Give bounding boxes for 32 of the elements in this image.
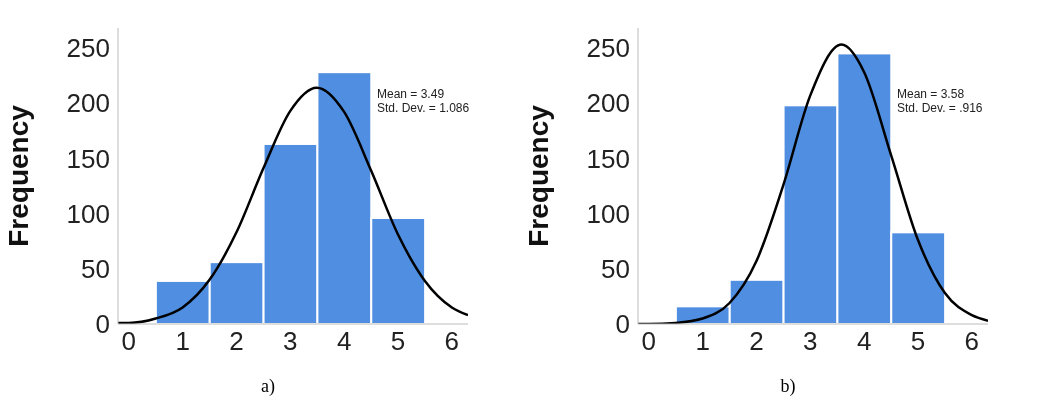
x-tick-label: 5 <box>390 326 406 357</box>
y-tick-label: 50 <box>601 254 630 285</box>
x-tick-label: 0 <box>121 326 136 357</box>
text: b) <box>779 376 797 397</box>
annotation: Mean = 3.58 <box>897 87 966 102</box>
annotation: Std. Dev. = .916 <box>897 101 983 116</box>
x-tick-label: 4 <box>336 326 352 357</box>
x-tick-label: 3 <box>283 326 298 357</box>
y-axis-title: Frequency <box>2 104 34 247</box>
y-axis-title: Frequency <box>522 104 554 247</box>
x-tick-label: 5 <box>910 326 926 357</box>
y-tick-label: 150 <box>586 143 630 174</box>
y-tick-label: 250 <box>586 33 630 64</box>
y-tick-label: 100 <box>66 198 110 229</box>
x-tick-label: 2 <box>229 326 244 357</box>
annotation: Mean = 3.49 <box>377 87 446 102</box>
y-tick-label: 250 <box>66 33 110 64</box>
x-tick-label: 3 <box>803 326 818 357</box>
y-tick-label: 50 <box>81 254 110 285</box>
x-tick-label: 6 <box>964 326 980 357</box>
x-tick-label: 6 <box>444 326 460 357</box>
x-tick-label: 4 <box>856 326 872 357</box>
x-tick-label: 2 <box>749 326 764 357</box>
text: a) <box>260 376 276 397</box>
y-tick-label: 200 <box>586 88 630 119</box>
x-tick-label: 1 <box>175 326 190 357</box>
y-tick-label: 150 <box>66 143 110 174</box>
x-tick-label: 0 <box>641 326 656 357</box>
x-tick-label: 1 <box>695 326 710 357</box>
annotation: Std. Dev. = 1.086 <box>377 101 470 116</box>
y-tick-label: 100 <box>586 198 630 229</box>
y-tick-label: 200 <box>66 88 110 119</box>
